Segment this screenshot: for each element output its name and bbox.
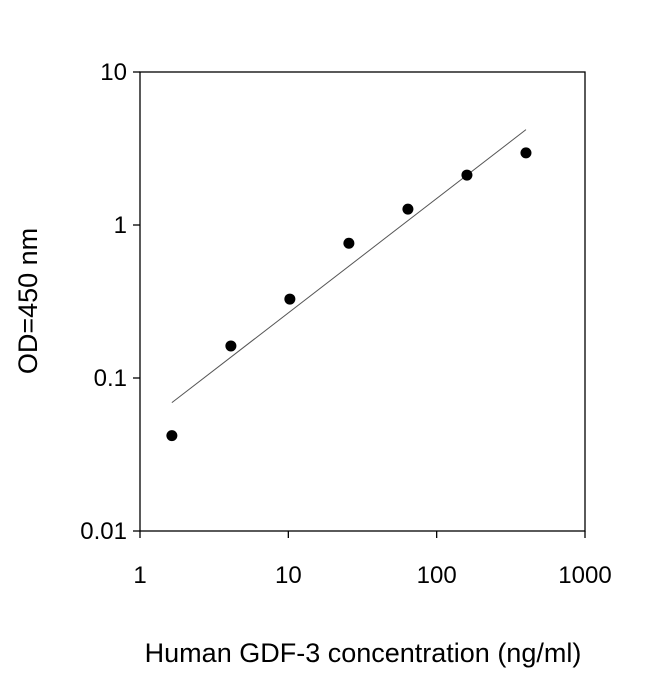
x-axis-label: Human GDF-3 concentration (ng/ml) xyxy=(145,638,582,668)
plot-frame xyxy=(139,71,586,532)
x-tick-label: 1 xyxy=(133,562,146,589)
y-tick-label: 0.01 xyxy=(80,518,127,545)
data-point xyxy=(461,169,473,181)
data-point xyxy=(284,293,296,305)
data-point xyxy=(402,203,414,215)
x-tick-label: 100 xyxy=(417,562,457,589)
y-tick-label: 10 xyxy=(100,59,127,86)
x-tick-label: 10 xyxy=(275,562,302,589)
data-point xyxy=(343,237,355,249)
x-tick-label: 1000 xyxy=(558,562,611,589)
fit-line xyxy=(171,129,527,404)
data-point xyxy=(520,147,532,159)
y-tick-label: 0.1 xyxy=(94,365,127,392)
data-point xyxy=(225,340,237,352)
y-tick-label: 1 xyxy=(114,212,127,239)
y-axis-label: OD=450 nm xyxy=(13,228,43,374)
data-point xyxy=(166,430,178,442)
